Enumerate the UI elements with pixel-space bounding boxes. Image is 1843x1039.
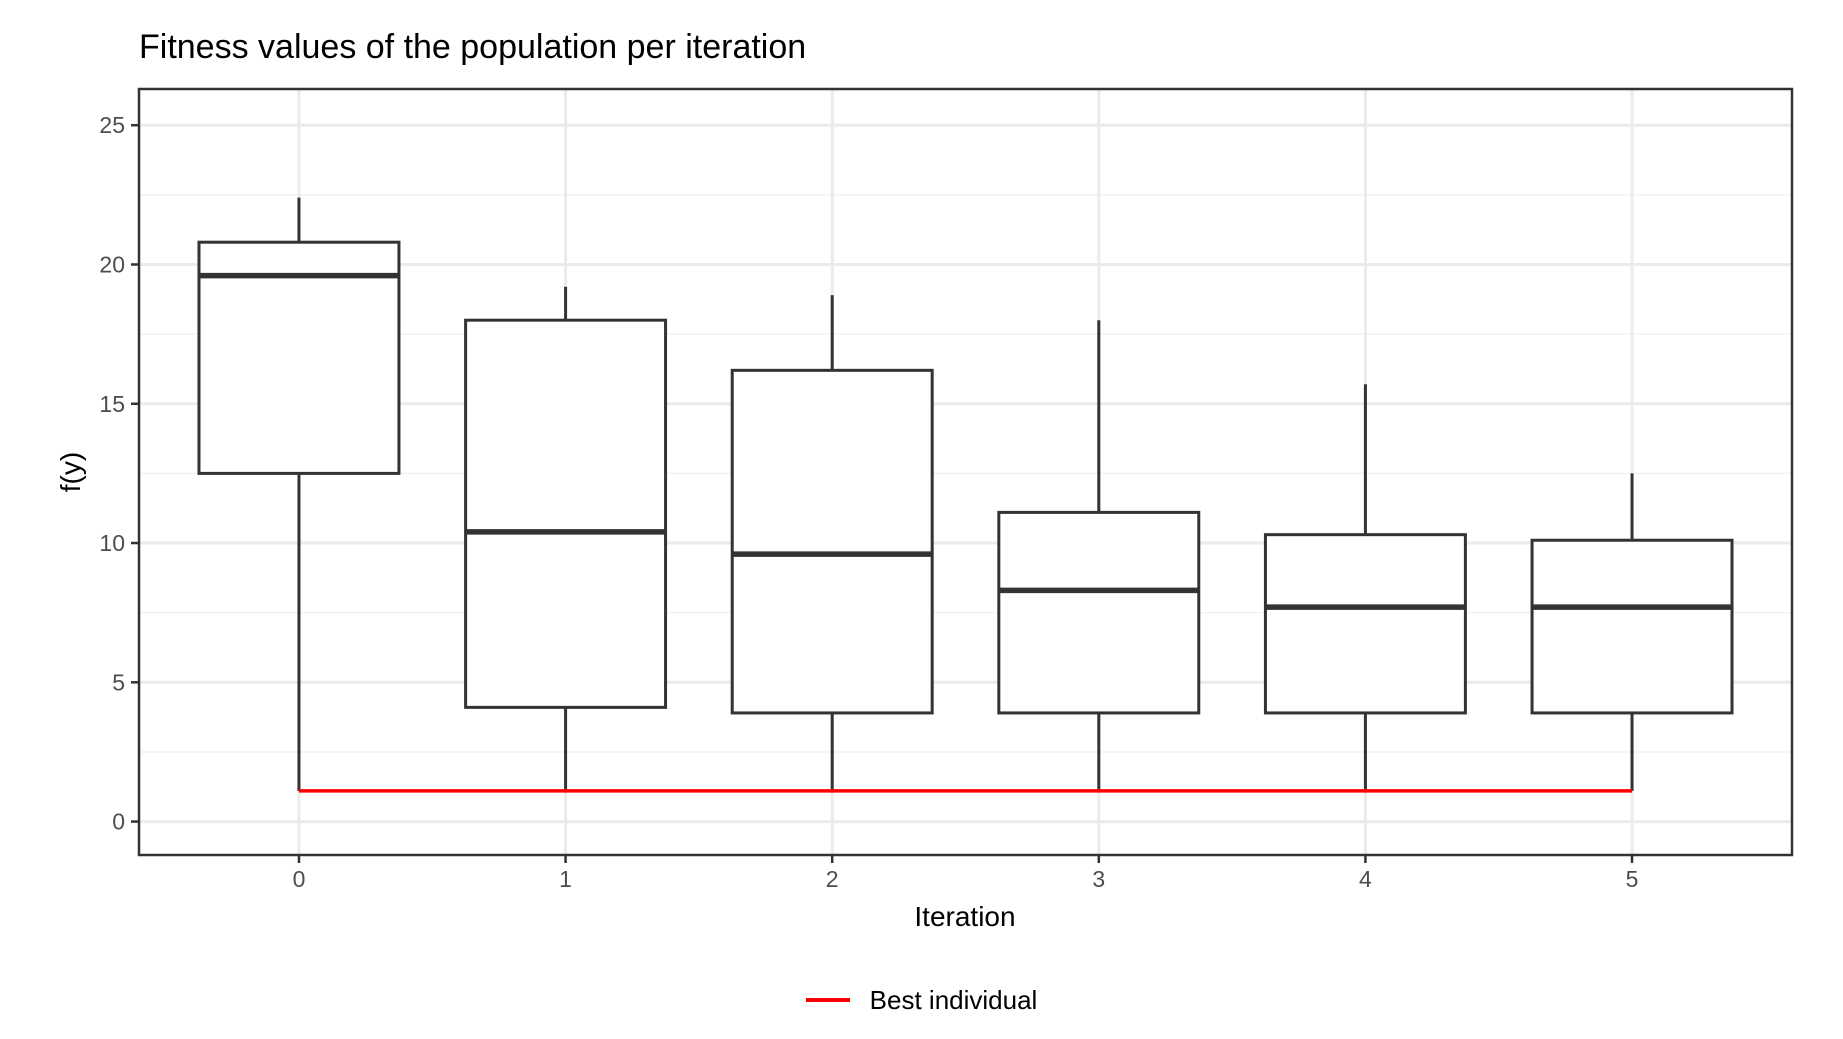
- y-tick-label: 10: [99, 530, 125, 556]
- boxes-layer: [197, 197, 1734, 791]
- box-iqr: [1530, 538, 1734, 715]
- x-tick-label: 3: [1092, 866, 1105, 892]
- plot-panel-border: [137, 87, 1794, 857]
- box-iteration-2: [730, 295, 934, 791]
- y-axis: 0 5 10 15 20 25: [99, 112, 139, 835]
- x-axis: 0 1 2 3 4 5: [293, 855, 1639, 892]
- box-iqr: [1263, 533, 1467, 715]
- box-iteration-0: [197, 197, 401, 791]
- legend-label-best-individual: Best individual: [869, 984, 1038, 1015]
- x-tick-label: 2: [826, 866, 839, 892]
- y-tick-label: 5: [112, 669, 125, 695]
- box-iteration-1: [464, 286, 668, 791]
- chart-title: Fitness values of the population per ite…: [139, 28, 807, 66]
- x-tick-label: 0: [293, 866, 306, 892]
- box-iqr: [997, 510, 1201, 715]
- x-tick-label: 1: [559, 866, 572, 892]
- minor-grid-lines: [139, 194, 1792, 753]
- box-plot: 0 5 10 15 20 25 0 1 2 3 4 5 Iteration f(y): [55, 87, 1794, 932]
- y-tick-label: 0: [112, 809, 125, 835]
- x-axis-title: Iteration: [914, 901, 1015, 932]
- legend-key-best-individual: [805, 998, 850, 1002]
- y-tick-label: 25: [99, 112, 125, 138]
- box-iteration-3: [997, 320, 1201, 791]
- box-iqr: [464, 318, 668, 709]
- legend: Best individual: [0, 978, 1843, 1022]
- box-iqr: [197, 240, 401, 475]
- box-iteration-5: [1530, 473, 1734, 791]
- x-tick-label: 5: [1626, 866, 1639, 892]
- y-tick-label: 15: [99, 391, 125, 417]
- y-tick-label: 20: [99, 251, 125, 277]
- box-iteration-4: [1263, 384, 1467, 791]
- y-axis-title: f(y): [55, 452, 86, 492]
- plot-panel-background: [139, 89, 1792, 855]
- x-tick-label: 4: [1359, 866, 1372, 892]
- box-iqr: [730, 368, 934, 715]
